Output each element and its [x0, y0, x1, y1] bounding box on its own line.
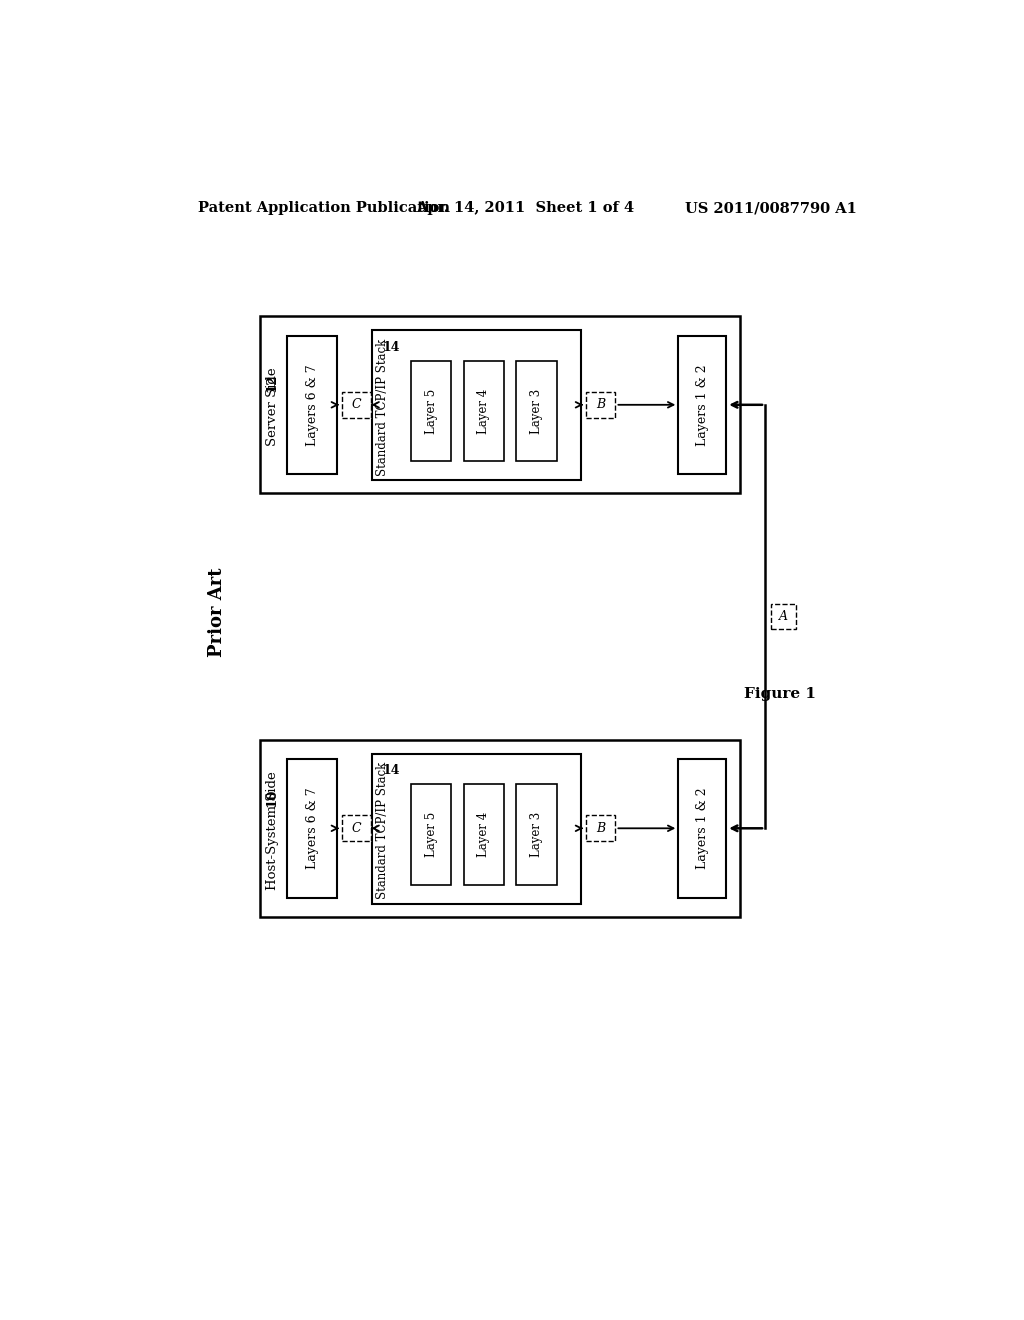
Text: B: B — [596, 822, 605, 834]
Text: Layer 5: Layer 5 — [425, 388, 437, 433]
Text: Server Side: Server Side — [265, 363, 279, 446]
Text: Apr. 14, 2011  Sheet 1 of 4: Apr. 14, 2011 Sheet 1 of 4 — [416, 202, 634, 215]
Text: Layer 4: Layer 4 — [477, 388, 490, 433]
Text: Standard TCP/IP Stack: Standard TCP/IP Stack — [377, 335, 389, 475]
Text: 14: 14 — [383, 764, 400, 777]
Text: Layers 1 & 2: Layers 1 & 2 — [695, 788, 709, 869]
Bar — [287, 759, 337, 898]
Text: B: B — [596, 399, 605, 412]
Bar — [586, 392, 615, 418]
Text: Standard TCP/IP Stack: Standard TCP/IP Stack — [377, 758, 389, 899]
Bar — [516, 360, 557, 461]
Bar — [342, 392, 372, 418]
Bar — [342, 816, 372, 841]
Bar — [411, 784, 452, 884]
Bar — [287, 335, 337, 474]
Text: US 2011/0087790 A1: US 2011/0087790 A1 — [685, 202, 856, 215]
Text: Figure 1: Figure 1 — [744, 686, 816, 701]
Text: Layers 6 & 7: Layers 6 & 7 — [305, 788, 318, 869]
Text: Layers 1 & 2: Layers 1 & 2 — [695, 364, 709, 446]
Text: C: C — [352, 822, 361, 834]
Text: C: C — [352, 399, 361, 412]
Bar — [372, 330, 582, 480]
Text: Layer 5: Layer 5 — [425, 812, 437, 857]
Bar — [260, 739, 740, 917]
Bar — [411, 360, 452, 461]
Text: Patent Application Publication: Patent Application Publication — [198, 202, 450, 215]
Bar — [260, 317, 740, 494]
Text: Layer 4: Layer 4 — [477, 812, 490, 857]
Text: A: A — [779, 610, 788, 623]
Bar — [464, 360, 504, 461]
Text: Host-System Side: Host-System Side — [265, 767, 279, 890]
Text: Layer 3: Layer 3 — [530, 812, 543, 857]
Bar — [372, 754, 582, 904]
Text: Layers 6 & 7: Layers 6 & 7 — [305, 364, 318, 446]
Bar — [678, 335, 726, 474]
Text: Prior Art: Prior Art — [208, 568, 226, 657]
Text: 14: 14 — [383, 341, 400, 354]
Text: 10: 10 — [265, 788, 279, 807]
Bar — [678, 759, 726, 898]
Text: Layer 3: Layer 3 — [530, 388, 543, 433]
Text: 12: 12 — [265, 374, 279, 392]
Bar — [464, 784, 504, 884]
Bar — [771, 605, 796, 628]
Bar — [516, 784, 557, 884]
Bar — [586, 816, 615, 841]
